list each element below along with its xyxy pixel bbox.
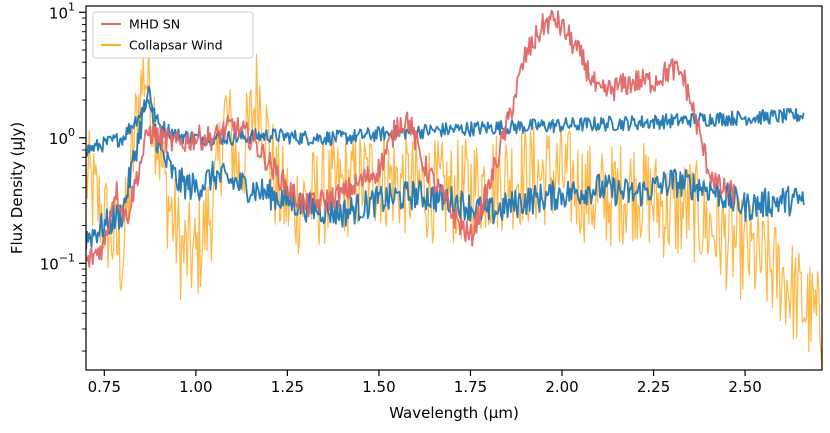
x-tick-label: 1.00	[179, 378, 212, 396]
legend-label-collapsar-wind: Collapsar Wind	[129, 38, 223, 53]
legend-label-mhd-sn: MHD SN	[129, 17, 180, 32]
y-axis: 10−1 100 101	[40, 0, 86, 352]
y-axis-label: Flux Density (μJy)	[8, 122, 26, 254]
x-tick-label: 2.50	[728, 378, 761, 396]
legend-box	[92, 11, 254, 59]
x-tick-label: 2.00	[545, 378, 578, 396]
x-tick-label: 1.75	[454, 378, 487, 396]
legend: MHD SN Collapsar Wind	[92, 11, 254, 59]
series-line-mhd-sn	[86, 9, 735, 268]
x-axis: 0.75 1.00 1.25 1.50 1.75 2.00 2.25 2.50	[88, 370, 762, 396]
y-tick-label: 101	[49, 0, 75, 22]
x-tick-label: 1.50	[362, 378, 395, 396]
x-axis-label: Wavelength (μm)	[389, 404, 519, 422]
x-tick-label: 0.75	[88, 378, 121, 396]
y-tick-label: 10−1	[40, 251, 75, 273]
series-layer	[86, 9, 822, 370]
x-tick-label: 1.25	[271, 378, 304, 396]
series-line-collapsar-wind	[86, 39, 822, 370]
x-tick-label: 2.25	[637, 378, 670, 396]
y-tick-label: 100	[49, 126, 75, 148]
